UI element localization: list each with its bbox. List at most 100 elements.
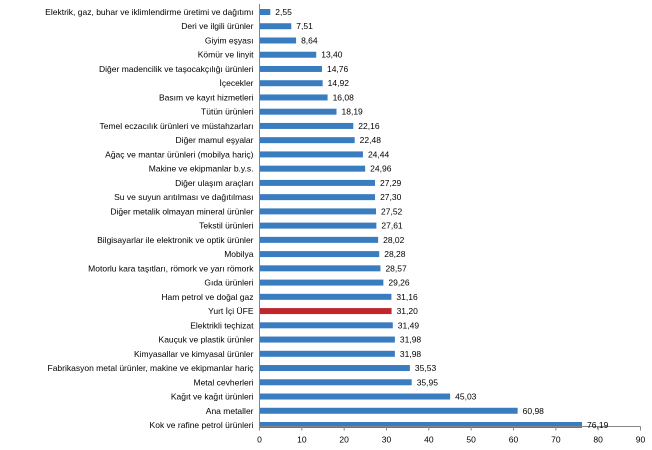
value-label: 31,20 xyxy=(397,306,419,316)
value-label: 14,92 xyxy=(328,78,350,88)
bar xyxy=(259,222,377,229)
category-label: Diğer mamul eşyalar xyxy=(176,135,254,145)
bar xyxy=(259,9,271,15)
category-label: Tütün ürünleri xyxy=(201,107,254,117)
category-label: Makine ve ekipmanlar b.y.s. xyxy=(149,164,254,174)
bar xyxy=(259,94,328,101)
category-label: Temel eczacılık ürünleri ve müstahzarlar… xyxy=(99,121,253,131)
bar xyxy=(259,23,292,30)
x-tick-label: 20 xyxy=(339,435,349,445)
category-label: Basım ve kayıt hizmetleri xyxy=(159,92,254,102)
value-label: 2,55 xyxy=(275,7,292,17)
value-label: 22,16 xyxy=(358,121,380,131)
category-label: İçecekler xyxy=(219,78,253,88)
x-tick-label: 0 xyxy=(257,435,262,445)
x-axis: 0 10 20 30 40 50 60 70 80 90 xyxy=(257,4,645,445)
value-label: 22,48 xyxy=(360,135,382,145)
bar-highlight xyxy=(259,308,392,315)
value-label: 13,40 xyxy=(321,50,343,60)
category-label: Kömür ve linyit xyxy=(198,50,254,60)
category-label: Ham petrol ve doğal gaz xyxy=(161,292,253,302)
value-label: 35,53 xyxy=(415,363,437,373)
category-label: Tekstil ürünleri xyxy=(199,221,253,231)
value-label: 8,64 xyxy=(301,35,318,45)
value-label: 29,26 xyxy=(388,278,410,288)
value-label: 31,98 xyxy=(400,335,422,345)
value-label: 24,96 xyxy=(370,164,392,174)
value-label: 35,95 xyxy=(417,377,439,387)
bar xyxy=(259,393,451,400)
category-label: Elektrikli teçhizat xyxy=(190,320,254,330)
bar xyxy=(259,265,381,272)
bar xyxy=(259,365,410,372)
value-label: 27,52 xyxy=(381,206,403,216)
x-tick-label: 50 xyxy=(466,435,476,445)
bar xyxy=(259,293,392,300)
value-label: 28,57 xyxy=(385,263,407,273)
value-label: 14,76 xyxy=(327,64,349,74)
value-label: 60,98 xyxy=(523,406,545,416)
x-tick-label: 80 xyxy=(593,435,603,445)
value-label: 31,98 xyxy=(400,349,422,359)
category-label: Motorlu kara taşıtları, römork ve yarı r… xyxy=(88,263,254,273)
bar xyxy=(259,407,518,414)
category-label: Kok ve rafine petrol ürünleri xyxy=(150,420,254,430)
value-label: 7,51 xyxy=(296,21,313,31)
bar xyxy=(259,422,583,428)
value-label: 18,19 xyxy=(342,107,364,117)
bar xyxy=(259,137,355,144)
bar xyxy=(259,179,376,186)
bar xyxy=(259,322,393,329)
value-label: 45,03 xyxy=(455,392,477,402)
category-label: Bilgisayarlar ile elektronik ve optik ür… xyxy=(97,235,254,245)
category-label: Deri ve ilgili ürünler xyxy=(181,21,253,31)
value-label: 24,44 xyxy=(368,149,390,159)
x-tick-label: 40 xyxy=(424,435,434,445)
category-label: Gıda ürünleri xyxy=(204,278,253,288)
bar xyxy=(259,65,322,72)
category-label: Metal cevherleri xyxy=(194,377,254,387)
bar xyxy=(259,208,376,215)
category-label: Diğer madencilik ve taşocakçılığı ürünle… xyxy=(99,64,254,74)
category-label: Fabrikasyon metal ürünler, makine ve eki… xyxy=(48,363,255,373)
bar xyxy=(259,236,379,243)
bar xyxy=(259,108,337,115)
bar xyxy=(259,122,354,129)
category-label: Diğer metalik olmayan mineral ürünler xyxy=(110,206,253,216)
x-tick-label: 60 xyxy=(509,435,519,445)
value-label: 31,16 xyxy=(396,292,418,302)
category-label: Kimyasallar ve kimyasal ürünler xyxy=(134,349,254,359)
value-label: 27,61 xyxy=(381,221,403,231)
category-label: Yurt İçi ÜFE xyxy=(208,306,254,316)
category-label: Diğer ulaşım araçları xyxy=(175,178,253,188)
category-label: Ağaç ve mantar ürünleri (mobilya hariç) xyxy=(105,149,254,159)
bars-layer xyxy=(259,9,583,428)
bar xyxy=(259,37,297,44)
category-label: Ana metaller xyxy=(206,406,254,416)
bar xyxy=(259,80,323,87)
bar xyxy=(259,279,384,286)
x-tick-label: 70 xyxy=(551,435,561,445)
value-label: 27,29 xyxy=(380,178,402,188)
x-tick-label: 90 xyxy=(636,435,646,445)
value-label: 28,02 xyxy=(383,235,405,245)
category-labels: Elektrik, gaz, buhar ve iklimlendirme ür… xyxy=(45,7,254,430)
value-label: 31,49 xyxy=(398,320,420,330)
bar xyxy=(259,379,412,386)
bar xyxy=(259,194,376,201)
bar xyxy=(259,350,395,357)
x-tick-label: 10 xyxy=(297,435,307,445)
category-label: Mobilya xyxy=(224,249,254,259)
bar xyxy=(259,336,395,343)
category-label: Su ve suyun arıtılması ve dağıtılması xyxy=(114,192,253,202)
category-label: Kağıt ve kağıt ürünleri xyxy=(171,392,254,402)
value-label: 16,08 xyxy=(333,92,355,102)
value-label: 28,28 xyxy=(384,249,406,259)
bar xyxy=(259,251,380,258)
category-label: Giyim eşyası xyxy=(205,35,254,45)
bar xyxy=(259,51,317,58)
value-label: 27,30 xyxy=(380,192,402,202)
bar xyxy=(259,165,366,172)
